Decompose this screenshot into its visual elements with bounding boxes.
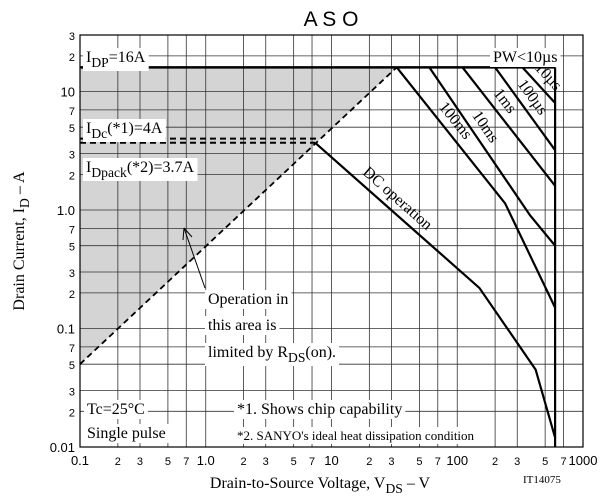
- text-part: (on).: [305, 344, 336, 361]
- x-tick-label: 10: [324, 453, 338, 468]
- x-tick-label: 3: [388, 456, 394, 468]
- x-tick-label: 100: [446, 453, 468, 468]
- y-tick-label: 2: [69, 289, 75, 301]
- plot: [79, 66, 557, 447]
- x-tick-label: 7: [309, 456, 315, 468]
- annotation: Tc=25°C: [87, 401, 145, 418]
- x-tick-label: 2: [492, 456, 498, 468]
- y-tick-label: 7: [69, 343, 75, 355]
- text-part: Drain Current, I: [11, 208, 28, 311]
- annotation: PW<10µs: [493, 49, 557, 66]
- x-tick-label: 5: [416, 456, 422, 468]
- limit-line: [428, 66, 556, 247]
- x-tick-label: 5: [291, 456, 297, 468]
- limit-line: [521, 66, 556, 104]
- y-tick-label: 5: [69, 123, 75, 135]
- series-label: IDP=16A: [86, 49, 146, 70]
- labels: 0.1 2 3 5 7 1.0 2 3 5 7 10 2 3 5 7 100 2 3 5 7 10000.0123570…: [11, 31, 597, 496]
- x-tick-label: 3: [263, 456, 269, 468]
- series-label: IDc(*1)=4A: [86, 120, 163, 141]
- x-tick-label: 2: [115, 456, 121, 468]
- label-box: [205, 290, 292, 309]
- annotation: *1. Shows chip capability: [237, 401, 402, 418]
- x-tick-label: 1.0: [197, 453, 215, 468]
- annotation: Single pulse: [87, 425, 166, 442]
- y-tick-label: 10: [61, 85, 75, 100]
- y-tick-label: 2: [69, 407, 75, 419]
- annotation: IT14075: [523, 474, 561, 486]
- text-part: I: [86, 159, 91, 176]
- text-part: (*2)=3.7A: [127, 159, 195, 176]
- label-box: [234, 400, 406, 419]
- x-tick-label: 7: [435, 456, 441, 468]
- text-part: Drain-to-Source Voltage, V: [210, 475, 386, 492]
- arrow: [183, 227, 206, 289]
- text-part: DS: [288, 350, 305, 365]
- y-tick-label: 0.01: [50, 440, 75, 455]
- plot-frame: [79, 34, 584, 448]
- text-part: limited by R: [208, 344, 288, 361]
- annotation: Operation in: [208, 291, 288, 308]
- label-box: [83, 48, 149, 71]
- x-tick-label: 7: [183, 456, 189, 468]
- text-part: Dc: [91, 126, 107, 141]
- y-tick-label: 3: [69, 149, 75, 161]
- y-tick-label: 2: [69, 170, 75, 182]
- label-box: [205, 316, 280, 335]
- chart-title: A S O: [304, 8, 359, 31]
- x-tick-label: 2: [366, 456, 372, 468]
- text-part: I: [86, 120, 91, 137]
- text-part: =16A: [109, 49, 146, 66]
- limit-line-dashed: [79, 66, 398, 365]
- label-box: [83, 119, 166, 142]
- x-axis-label: Drain-to-Source Voltage, VDS – V: [210, 475, 431, 496]
- annotation: limited by RDS(on).: [208, 344, 336, 365]
- limit-line: [395, 66, 557, 309]
- label-box: [84, 424, 169, 443]
- annotation: *2. SANYO's ideal heat dissipation condi…: [237, 428, 475, 443]
- text-part: D: [17, 198, 32, 208]
- label-box: [83, 158, 198, 181]
- text-part: (*1)=4A: [107, 120, 163, 137]
- x-tick-label: 5: [165, 456, 171, 468]
- x-tick-label: 5: [542, 456, 548, 468]
- y-tick-label: 5: [69, 360, 75, 372]
- label-box: [84, 400, 148, 419]
- x-tick-label: 2: [241, 456, 247, 468]
- y-tick-label: 3: [69, 31, 75, 43]
- limit-line: [494, 66, 556, 151]
- series-label: IDpack(*2)=3.7A: [86, 159, 194, 180]
- y-tick-label: 1.0: [57, 203, 75, 218]
- x-tick-label: 3: [137, 456, 143, 468]
- text-part: Dpack: [91, 165, 127, 180]
- text-part: – A: [11, 171, 28, 198]
- y-tick-label: 3: [69, 386, 75, 398]
- text-part: DP: [91, 55, 109, 70]
- x-tick-label: 7: [560, 456, 566, 468]
- label-box: [234, 427, 478, 444]
- x-tick-label: 0.1: [71, 453, 89, 468]
- limit-line: [461, 66, 556, 187]
- y-tick-label: 5: [69, 242, 75, 254]
- text-part: – V: [403, 475, 431, 492]
- x-tick-label: 3: [514, 456, 520, 468]
- y-tick-label: 2: [69, 52, 75, 64]
- y-axis-label: Drain Current, ID – A: [11, 171, 32, 311]
- y-tick-label: 7: [69, 224, 75, 236]
- annotation: this area is: [208, 317, 276, 334]
- arrow-head: [182, 227, 193, 241]
- label-box: [490, 48, 561, 67]
- y-tick-label: 7: [69, 106, 75, 118]
- text-part: I: [86, 49, 91, 66]
- x-tick-label: 1000: [569, 453, 598, 468]
- limit-line: [314, 141, 557, 438]
- label-box: [205, 343, 340, 366]
- y-tick-label: 0.1: [57, 322, 75, 337]
- text-part: DS: [385, 481, 402, 496]
- y-tick-label: 3: [69, 268, 75, 280]
